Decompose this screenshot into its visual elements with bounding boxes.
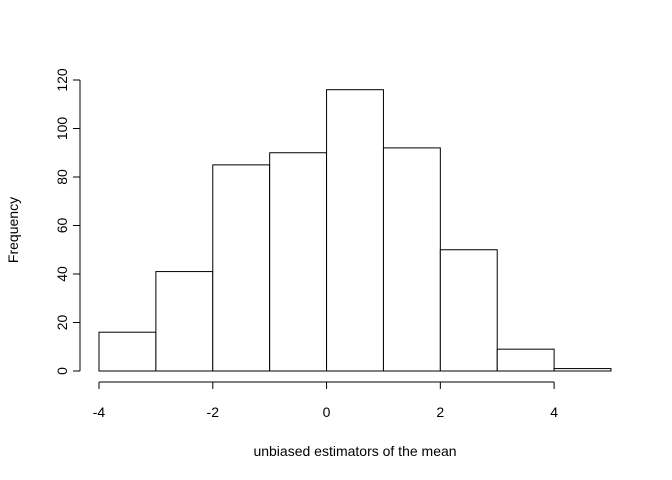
y-axis: 0 20 40 60 80 100 120 xyxy=(54,68,81,375)
y-tick-label-2: 40 xyxy=(54,266,70,282)
histogram-bar-2 xyxy=(212,164,271,372)
histogram-bar-8 xyxy=(553,368,612,372)
histogram-bar-5 xyxy=(382,147,441,372)
y-tick-label-0: 0 xyxy=(54,367,70,375)
y-tick-label-4: 80 xyxy=(54,169,70,185)
x-tick-label-0: -4 xyxy=(93,404,106,420)
y-tick-label-6: 120 xyxy=(54,68,70,92)
histogram-bar-1 xyxy=(155,271,214,372)
histogram-bars xyxy=(98,89,612,372)
y-tick-label-1: 20 xyxy=(54,315,70,331)
histogram-bar-0 xyxy=(98,331,157,372)
x-axis: -4 -2 0 2 4 xyxy=(93,381,558,420)
histogram-bar-4 xyxy=(326,89,384,372)
histogram-bar-3 xyxy=(269,152,328,372)
histogram-bar-6 xyxy=(439,249,498,372)
x-tick-label-1: -2 xyxy=(207,404,220,420)
y-tick-label-3: 60 xyxy=(54,218,70,234)
x-tick-label-3: 2 xyxy=(436,404,444,420)
x-axis-title: unbiased estimators of the mean xyxy=(253,443,456,459)
x-tick-label-4: 4 xyxy=(550,404,558,420)
x-tick-label-2: 0 xyxy=(323,404,331,420)
y-axis-title: Frequency xyxy=(5,197,21,263)
y-tick-label-5: 100 xyxy=(54,117,70,141)
histogram-bar-7 xyxy=(496,348,555,372)
